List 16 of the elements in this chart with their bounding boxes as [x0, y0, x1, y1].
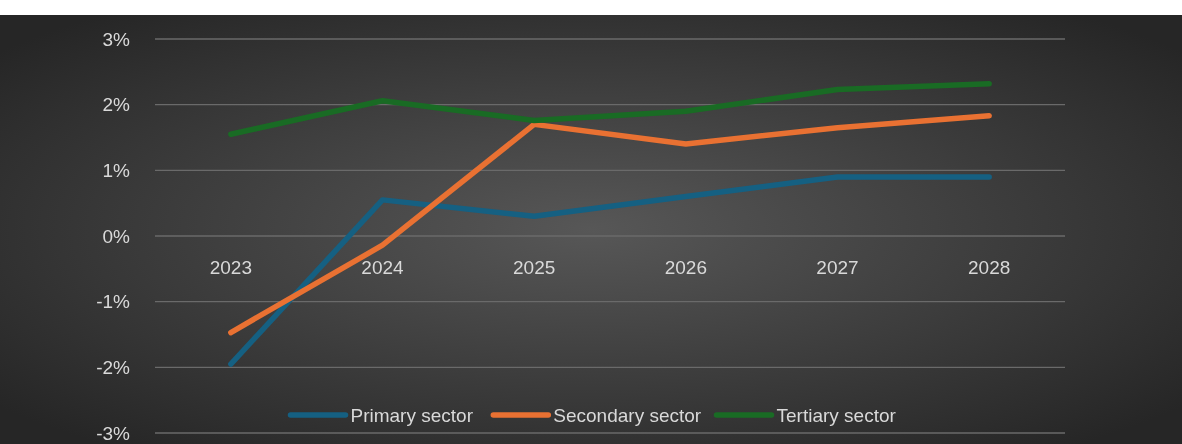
y-tick-label: -2%: [96, 356, 131, 378]
legend-label: Primary sector: [350, 404, 474, 426]
x-tick-label: 2027: [816, 257, 859, 278]
x-tick-label: 2025: [513, 257, 556, 278]
legend-label: Secondary sector: [553, 404, 702, 426]
y-tick-label: -3%: [96, 422, 131, 444]
x-tick-label: 2023: [209, 257, 252, 278]
y-tick-label: 1%: [102, 159, 131, 181]
x-tick-label: 2028: [968, 257, 1011, 278]
x-tick-label: 2026: [664, 257, 707, 278]
y-tick-label: 0%: [102, 225, 131, 247]
y-tick-label: 3%: [102, 28, 131, 50]
y-tick-label: 2%: [102, 94, 131, 116]
legend-label: Tertiary sector: [776, 404, 897, 426]
x-tick-label: 2024: [361, 257, 405, 278]
y-tick-label: -1%: [96, 291, 131, 313]
